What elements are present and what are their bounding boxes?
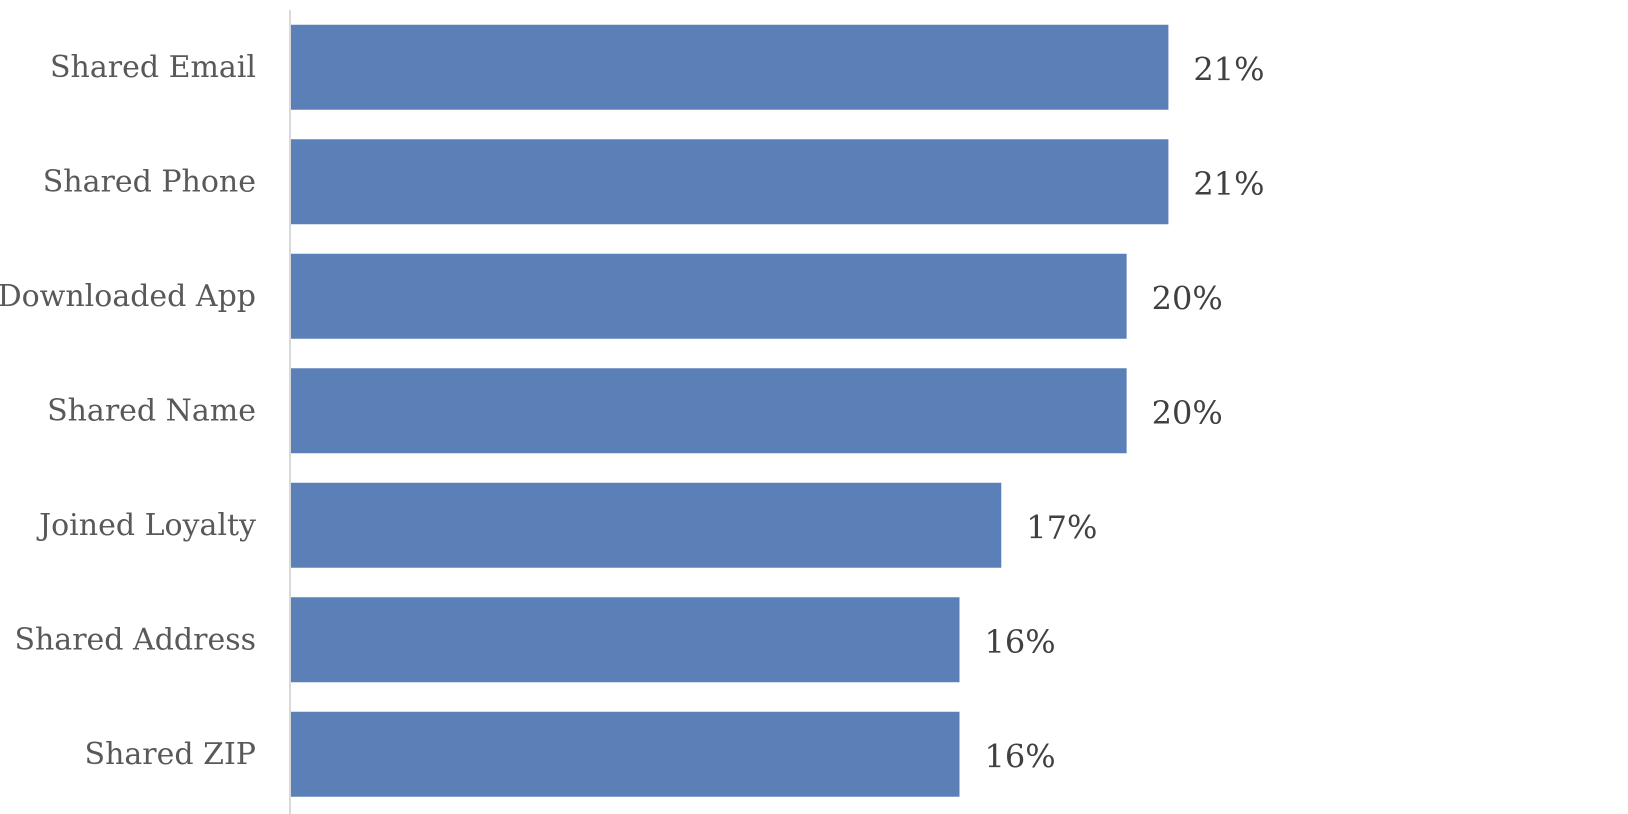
- category-label: Shared Email: [50, 50, 256, 85]
- category-label: Shared Address: [14, 622, 256, 657]
- category-label: Downloaded App: [0, 279, 256, 314]
- data-label: 21%: [1193, 50, 1264, 88]
- data-label: 17%: [1026, 508, 1097, 546]
- category-label: Shared Phone: [43, 164, 256, 199]
- data-label: 20%: [1152, 279, 1223, 317]
- category-label: Joined Loyalty: [36, 508, 256, 543]
- bar-shared-zip: [291, 711, 960, 797]
- bars-layer: [291, 24, 1169, 797]
- bar-shared-email: [291, 24, 1169, 110]
- bar-shared-phone: [291, 139, 1169, 225]
- data-label: 16%: [985, 737, 1056, 775]
- bar-joined-loyalty: [291, 482, 1002, 568]
- category-labels: Shared Email Shared Phone Downloaded App Sh…: [0, 50, 256, 772]
- bar-downloaded-app: [291, 253, 1127, 339]
- category-label: Shared ZIP: [85, 737, 256, 772]
- data-label: 21%: [1193, 165, 1264, 203]
- category-label: Shared Name: [47, 393, 256, 428]
- data-label: 20%: [1152, 394, 1223, 432]
- bar-shared-address: [291, 597, 960, 683]
- bar-shared-name: [291, 368, 1127, 454]
- data-label: 16%: [985, 623, 1056, 661]
- value-labels: 21% 21% 20% 20% 17% 16% 16%: [985, 50, 1265, 775]
